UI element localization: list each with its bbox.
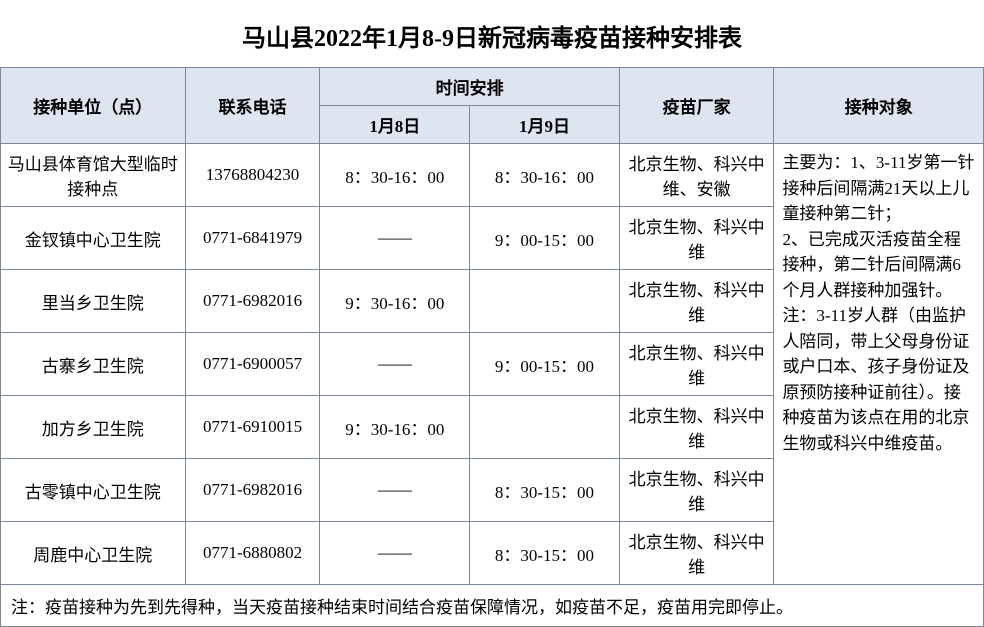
page-title: 马山县2022年1月8-9日新冠病毒疫苗接种安排表 <box>0 0 984 67</box>
cell-jan9: 8：30-16：00 <box>470 144 620 207</box>
header-row-1: 接种单位（点） 联系电话 时间安排 疫苗厂家 接种对象 <box>1 68 984 106</box>
cell-unit: 马山县体育馆大型临时接种点 <box>1 144 186 207</box>
cell-phone: 0771-6841979 <box>185 207 320 270</box>
th-target: 接种对象 <box>774 68 984 144</box>
th-jan8: 1月8日 <box>320 106 470 144</box>
cell-maker: 北京生物、科兴中维 <box>619 396 774 459</box>
cell-maker: 北京生物、科兴中维 <box>619 270 774 333</box>
cell-target: 主要为：1、3-11岁第一针接种后间隔满21天以上儿童接种第二针；2、已完成灭活… <box>774 144 984 585</box>
cell-maker: 北京生物、科兴中维 <box>619 459 774 522</box>
cell-jan8: —— <box>320 459 470 522</box>
cell-jan8: 8：30-16：00 <box>320 144 470 207</box>
cell-phone: 0771-6982016 <box>185 459 320 522</box>
cell-unit: 里当乡卫生院 <box>1 270 186 333</box>
table-row: 马山县体育馆大型临时接种点 13768804230 8：30-16：00 8：3… <box>1 144 984 207</box>
cell-phone: 0771-6982016 <box>185 270 320 333</box>
schedule-table-wrapper: 马山县2022年1月8-9日新冠病毒疫苗接种安排表 接种单位（点） 联系电话 时… <box>0 0 984 627</box>
cell-jan9: 9：00-15：00 <box>470 207 620 270</box>
cell-phone: 0771-6910015 <box>185 396 320 459</box>
cell-jan9: 8：30-15：00 <box>470 459 620 522</box>
cell-jan8: 9：30-16：00 <box>320 396 470 459</box>
cell-jan8: 9：30-16：00 <box>320 270 470 333</box>
th-jan9: 1月9日 <box>470 106 620 144</box>
cell-jan8: —— <box>320 207 470 270</box>
cell-jan9: 9：00-15：00 <box>470 333 620 396</box>
footnote-cell: 注：疫苗接种为先到先得种，当天疫苗接种结束时间结合疫苗保障情况，如疫苗不足，疫苗… <box>1 585 984 627</box>
cell-jan8: —— <box>320 333 470 396</box>
cell-phone: 0771-6880802 <box>185 522 320 585</box>
cell-jan9 <box>470 270 620 333</box>
cell-unit: 金钗镇中心卫生院 <box>1 207 186 270</box>
cell-maker: 北京生物、科兴中维 <box>619 522 774 585</box>
cell-unit: 古零镇中心卫生院 <box>1 459 186 522</box>
th-phone: 联系电话 <box>185 68 320 144</box>
cell-phone: 13768804230 <box>185 144 320 207</box>
cell-unit: 古寨乡卫生院 <box>1 333 186 396</box>
schedule-table: 接种单位（点） 联系电话 时间安排 疫苗厂家 接种对象 1月8日 1月9日 马山… <box>0 67 984 627</box>
th-unit: 接种单位（点） <box>1 68 186 144</box>
cell-jan8: —— <box>320 522 470 585</box>
cell-maker: 北京生物、科兴中维 <box>619 207 774 270</box>
footnote-row: 注：疫苗接种为先到先得种，当天疫苗接种结束时间结合疫苗保障情况，如疫苗不足，疫苗… <box>1 585 984 627</box>
cell-unit: 加方乡卫生院 <box>1 396 186 459</box>
cell-maker: 北京生物、科兴中维 <box>619 333 774 396</box>
cell-jan9: 8：30-15：00 <box>470 522 620 585</box>
cell-phone: 0771-6900057 <box>185 333 320 396</box>
cell-unit: 周鹿中心卫生院 <box>1 522 186 585</box>
th-maker: 疫苗厂家 <box>619 68 774 144</box>
cell-maker: 北京生物、科兴中维、安徽 <box>619 144 774 207</box>
cell-jan9 <box>470 396 620 459</box>
th-timegroup: 时间安排 <box>320 68 619 106</box>
